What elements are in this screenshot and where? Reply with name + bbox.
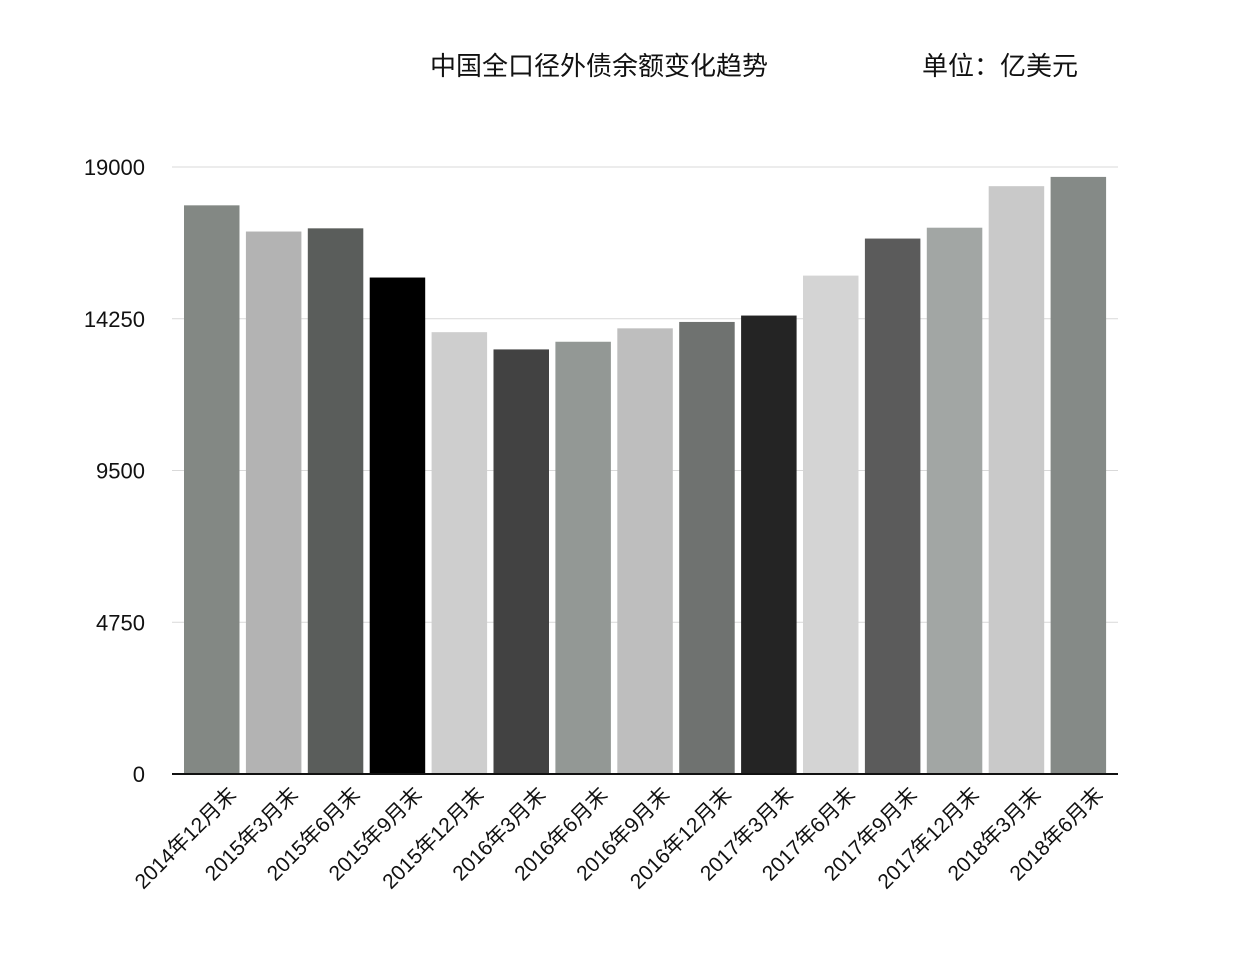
y-tick-label: 0 <box>133 762 145 787</box>
bar <box>184 205 240 774</box>
bar <box>307 228 364 775</box>
y-tick-label: 14250 <box>84 307 145 332</box>
chart-unit-label: 单位：亿美元 <box>922 52 1079 82</box>
bar <box>555 341 611 774</box>
bar <box>245 231 302 774</box>
bar <box>679 321 735 774</box>
chart-title: 中国全口径外债余额变化趋势 <box>430 52 769 82</box>
bar <box>741 315 797 774</box>
bar <box>493 349 549 774</box>
y-tick-label: 9500 <box>96 459 145 484</box>
bar <box>431 332 488 774</box>
bar <box>864 238 921 774</box>
bar <box>369 277 426 774</box>
bar <box>617 328 673 774</box>
y-tick-label: 4750 <box>96 610 145 635</box>
bar <box>988 186 1045 774</box>
bar <box>1050 176 1107 774</box>
y-tick-label: 19000 <box>84 155 145 180</box>
bar <box>926 227 983 774</box>
bar <box>803 275 859 774</box>
